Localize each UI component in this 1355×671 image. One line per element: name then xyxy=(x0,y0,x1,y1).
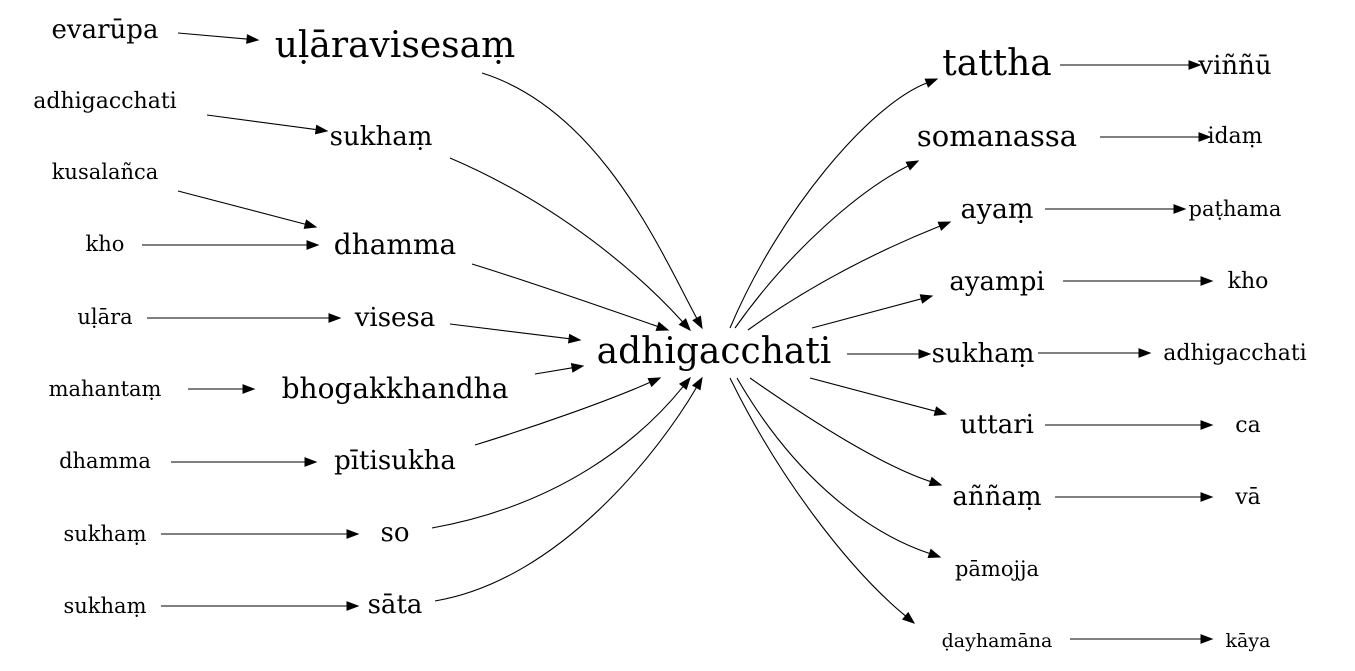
edge-adhigacchati-c-to-annam xyxy=(749,377,931,483)
arrowhead-kho-l-to-dhamma-l xyxy=(306,240,320,250)
arrowhead-adhigacchati-c-to-ayam xyxy=(937,221,952,231)
node-bhogakkhandha: bhogakkhandha xyxy=(282,372,509,405)
arrowhead-adhigacchati-c-to-pamojja xyxy=(927,548,942,558)
arrowhead-adhigacchati-c-to-dayhamana xyxy=(902,611,916,624)
edge-evarupa-to-ularavisesam xyxy=(177,32,248,40)
edge-adhigacchati-c-to-ayampi xyxy=(811,298,922,329)
node-evarupa: evarūpa xyxy=(52,15,159,45)
node-sukham-src1: sukhaṃ xyxy=(64,522,147,546)
arrowhead-ularavisesam-to-adhigacchati-c xyxy=(692,315,703,330)
edge-dhamma-l-to-adhigacchati-c xyxy=(471,263,658,327)
edge-kusalanca-to-dhamma-l xyxy=(177,190,306,225)
node-ulara: uḷāra xyxy=(77,305,132,329)
node-dhamma-src: dhamma xyxy=(59,449,151,473)
node-kho-l: kho xyxy=(86,232,125,256)
edge-bhogakkhandha-to-adhigacchati-c xyxy=(534,367,573,375)
arrowhead-evarupa-to-ularavisesam xyxy=(246,34,260,44)
edge-visesa-to-adhigacchati-c xyxy=(449,323,570,340)
arrowhead-mahantam-to-bhogakkhandha xyxy=(242,384,256,394)
edge-ularavisesam-to-adhigacchati-c xyxy=(481,72,698,319)
edge-adhigacchati-l-to-sukham-l xyxy=(206,114,317,131)
edge-adhigacchati-c-to-ayam xyxy=(747,225,940,331)
nodes-layer: adhigacchati evarūpa uḷāravisesaṃ adhigacch… xyxy=(33,15,1306,652)
arrowhead-visesa-to-adhigacchati-c xyxy=(567,333,582,344)
node-annam: aññaṃ xyxy=(952,482,1041,512)
node-kho-r: kho xyxy=(1228,269,1269,294)
node-sukham-r: sukhaṃ xyxy=(932,339,1035,369)
node-so: so xyxy=(381,518,410,548)
node-pathama: paṭhama xyxy=(1189,197,1282,221)
arrowhead-dhamma-src-to-pitisukha xyxy=(304,457,318,467)
node-adhigacchati-l: adhigacchati xyxy=(33,89,176,114)
node-mahantam: mahantaṃ xyxy=(49,377,162,401)
node-kaya: kāya xyxy=(1226,630,1271,652)
edge-sukham-l-to-adhigacchati-c xyxy=(449,157,684,323)
arrowhead-tattha-to-vinnu xyxy=(1188,60,1202,70)
arrowhead-adhigacchati-c-to-sukham-r xyxy=(918,349,932,359)
edge-sata-to-adhigacchati-c xyxy=(434,387,697,602)
arrowhead-sata-to-adhigacchati-c xyxy=(691,376,703,391)
arrowhead-dhamma-l-to-adhigacchati-c xyxy=(655,321,670,331)
arrowhead-adhigacchati-c-to-ayampi xyxy=(919,294,934,304)
node-ularavisesam: uḷāravisesaṃ xyxy=(275,25,516,66)
arrowhead-uttari-to-ca xyxy=(1200,420,1214,430)
arrowhead-adhigacchati-c-to-annam xyxy=(928,476,943,487)
arrowhead-ulara-to-visesa xyxy=(328,313,342,323)
edge-adhigacchati-c-to-tattha xyxy=(729,82,927,329)
node-dhamma-l: dhamma xyxy=(334,228,456,261)
node-sata: sāta xyxy=(368,590,423,620)
arrowhead-dayhamana-to-kaya xyxy=(1200,634,1214,644)
node-vinnu: viññū xyxy=(1197,51,1271,81)
edges-layer xyxy=(142,32,1214,644)
node-adhigacchati-c: adhigacchati xyxy=(597,331,832,372)
node-ayam: ayaṃ xyxy=(960,194,1033,225)
node-dayhamana: ḍayhamāna xyxy=(942,630,1053,652)
arrowhead-adhigacchati-c-to-somanassa xyxy=(905,160,920,171)
node-sukham-src2: sukhaṃ xyxy=(64,594,147,618)
node-uttari: uttari xyxy=(960,410,1034,440)
arrowhead-ayampi-to-kho-r xyxy=(1200,276,1214,286)
node-pamojja: pāmojja xyxy=(955,557,1039,581)
arrowhead-ayam-to-pathama xyxy=(1173,204,1187,214)
edge-adhigacchati-c-to-uttari xyxy=(809,377,936,412)
node-va: vā xyxy=(1234,485,1261,510)
arrowhead-pitisukha-to-adhigacchati-c xyxy=(647,377,662,388)
node-ayampi: ayampi xyxy=(949,267,1044,297)
arrowhead-adhigacchati-c-to-uttari xyxy=(933,406,948,416)
arrowhead-kusalanca-to-dhamma-l xyxy=(303,219,318,229)
arrowhead-bhogakkhandha-to-adhigacchati-c xyxy=(570,363,585,373)
edge-pitisukha-to-adhigacchati-c xyxy=(474,381,651,446)
node-kusalanca: kusalañca xyxy=(52,160,159,184)
node-somanassa: somanassa xyxy=(917,119,1077,153)
node-ca: ca xyxy=(1235,413,1260,438)
arrowhead-adhigacchati-c-to-tattha xyxy=(924,78,939,88)
node-visesa: visesa xyxy=(354,303,436,333)
arrowhead-sukham-r-to-adhigacchati-r xyxy=(1138,348,1152,358)
edge-adhigacchati-c-to-somanassa xyxy=(734,165,909,329)
edge-so-to-adhigacchati-c xyxy=(431,386,684,529)
arrowhead-adhigacchati-l-to-sukham-l xyxy=(314,124,329,135)
node-pitisukha: pītisukha xyxy=(334,446,456,476)
arrowhead-annam-to-va xyxy=(1200,492,1214,502)
edge-adhigacchati-c-to-dayhamana xyxy=(729,377,906,617)
arrowhead-sukham-l-to-adhigacchati-c xyxy=(678,318,691,332)
node-idam: idaṃ xyxy=(1207,124,1262,149)
arrowhead-sukham-src2-to-sata xyxy=(346,601,360,611)
node-adhigacchati-r: adhigacchati xyxy=(1163,341,1306,366)
node-tattha: tattha xyxy=(942,43,1052,84)
arrowhead-so-to-adhigacchati-c xyxy=(678,376,691,391)
edge-adhigacchati-c-to-pamojja xyxy=(736,377,930,555)
arrowhead-somanassa-to-idam xyxy=(1198,132,1212,142)
arrowhead-sukham-src1-to-so xyxy=(346,529,360,539)
node-sukham-l: sukhaṃ xyxy=(330,122,433,152)
